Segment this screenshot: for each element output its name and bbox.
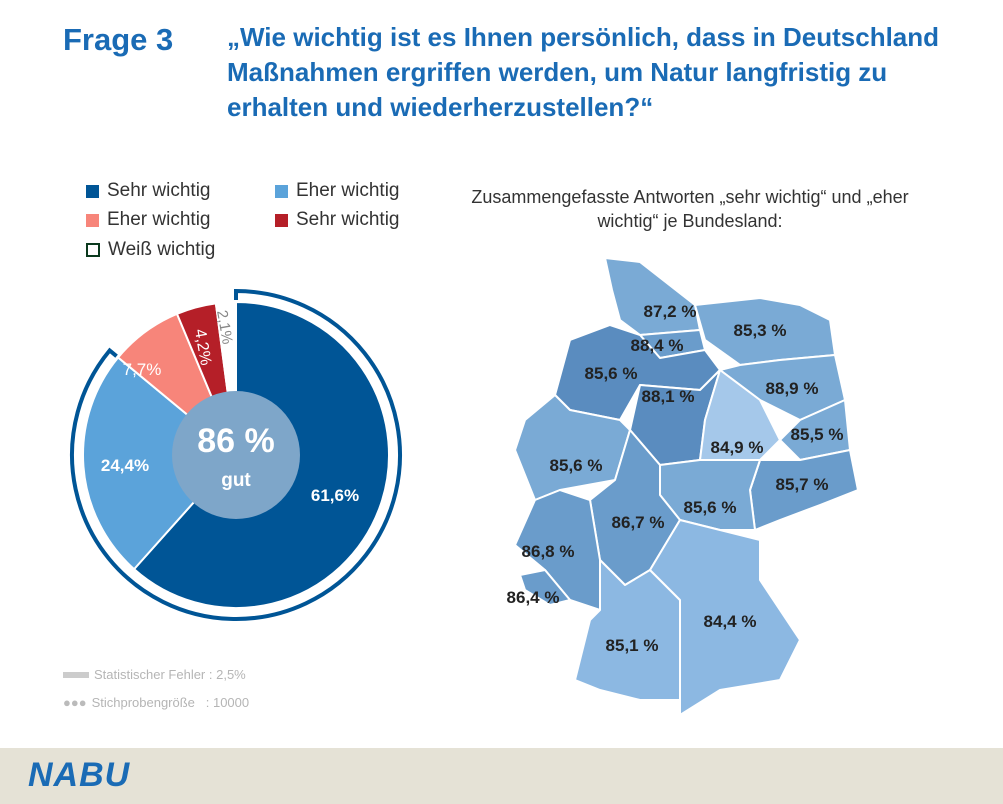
region — [649, 519, 801, 716]
stat-error-text: Statistischer Fehler : 2,5% — [94, 667, 246, 682]
stat-sample-text: Stichprobengröße : 10000 — [91, 695, 250, 710]
region-label: 85,6 % — [550, 456, 603, 475]
error-bar-icon — [63, 671, 89, 678]
region — [519, 569, 571, 606]
region-label: 85,6 % — [585, 364, 638, 383]
highlight-ring — [70, 288, 402, 621]
center-circle — [172, 391, 300, 519]
region-label: 88,4 % — [631, 336, 684, 355]
legend-item: Sehr wichtig — [275, 209, 400, 231]
region-label: 86,7 % — [612, 513, 665, 532]
region-label: 85,3 % — [734, 321, 787, 340]
legend-swatch — [86, 243, 100, 257]
legend-label: Eher wichtig — [107, 209, 211, 230]
center-value: 86 % — [197, 422, 275, 460]
people-icon: ●●● — [63, 695, 87, 710]
legend-item: Weiß wichtig — [86, 239, 215, 261]
slice-label: 4,2% — [191, 328, 214, 367]
region-label: 84,4 % — [704, 612, 757, 631]
region-label: 84,9 % — [711, 438, 764, 457]
stat-sample: ●●● Stichprobengröße : 10000 — [63, 695, 249, 710]
slice-label: 61,6% — [311, 486, 359, 505]
legend-swatch — [275, 184, 288, 198]
region-label: 86,8 % — [522, 542, 575, 561]
region-label: 85,7 % — [776, 475, 829, 494]
legend-item: Eher wichtig — [275, 180, 400, 202]
slice-label: 7,7% — [123, 360, 162, 379]
legend-label: Weiß wichtig — [108, 239, 216, 260]
slice-label: 24,4% — [101, 456, 149, 475]
footer-band — [0, 748, 1003, 804]
question-text: „Wie wichtig ist es Ihnen persönlich, da… — [227, 22, 940, 122]
region-label: 86,4 % — [507, 588, 560, 607]
region-label: 85,1 % — [606, 636, 659, 655]
germany-map: 87,2 % 85,3 % 88,4 % 85,6 % 88,1 % 88,9 … — [507, 257, 859, 716]
legend-item: Sehr wichtig — [86, 180, 211, 202]
region-label: 88,1 % — [642, 387, 695, 406]
stat-error: Statistischer Fehler : 2,5% — [63, 667, 246, 682]
legend-item: Eher wichtig — [86, 209, 211, 231]
center-label: gut — [221, 470, 251, 491]
legend-swatch — [275, 213, 288, 227]
legend-swatch — [86, 184, 99, 198]
legend-label: Sehr wichtig — [107, 180, 211, 201]
region-label: 87,2 % — [644, 302, 697, 321]
nabu-logo: NABU — [28, 756, 131, 794]
region-label: 85,5 % — [791, 425, 844, 444]
region-label: 88,9 % — [766, 379, 819, 398]
legend-label: Sehr wichtig — [296, 209, 400, 230]
region — [604, 257, 701, 336]
pie-slice — [82, 356, 238, 571]
legend-swatch — [86, 213, 99, 227]
legend-label: Eher wichtig — [296, 180, 400, 201]
slice-label: 2,1% — [213, 309, 236, 346]
question-number: Frage 3 — [63, 22, 174, 57]
region-label: 85,6 % — [684, 498, 737, 517]
map-title: Zusammengefasste Antworten „sehr wichtig… — [471, 187, 909, 231]
pie-chart: 86 % gut 61,6% 24,4% 7,7% 4,2% 2,1% — [70, 288, 402, 621]
region — [574, 559, 681, 701]
